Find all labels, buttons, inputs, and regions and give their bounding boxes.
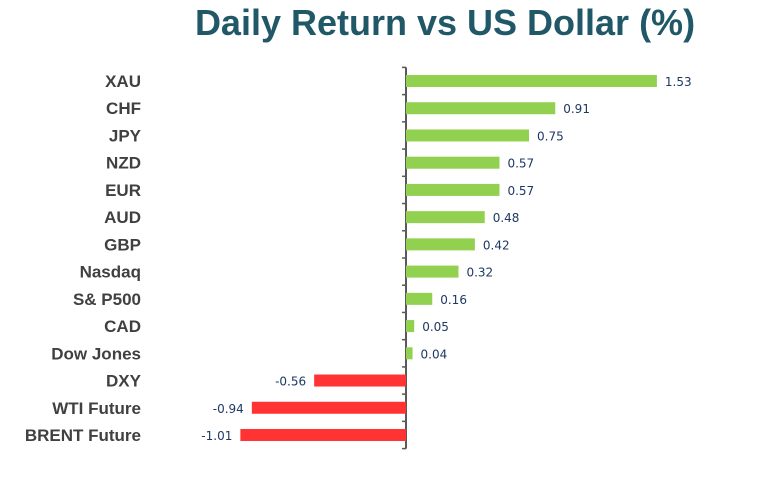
category-label: S& P500 [73,290,141,309]
data-label: -0.56 [275,375,306,389]
data-label: 0.32 [466,266,493,280]
category-label: NZD [106,154,141,173]
category-label: EUR [105,181,141,200]
category-label: JPY [109,126,142,145]
label-layer: XAU 1.53 CHF 0.91 JPY 0.75 NZD 0.57 EUR 0.57 AUD 0.… [25,72,692,445]
bar [240,428,406,441]
data-label: 0.57 [507,157,534,171]
category-label: GBP [104,235,141,254]
bar [406,183,500,196]
data-label: 0.75 [537,129,564,143]
category-label: Nasdaq [80,263,141,282]
bar [406,265,459,278]
data-label: -1.01 [201,429,232,443]
data-label: 0.16 [440,293,467,307]
bar [406,156,500,169]
category-label: CHF [106,99,141,118]
chart-title: Daily Return vs US Dollar (%) [194,2,696,43]
data-label: 0.48 [493,211,520,225]
bar [406,347,413,360]
category-label: Dow Jones [51,344,141,363]
bar [406,75,657,87]
bar [406,102,556,115]
category-label: WTI Future [52,399,141,418]
bar [406,211,485,224]
category-label: AUD [104,208,141,227]
bar [406,129,529,142]
bar [406,292,433,305]
category-label: CAD [104,317,141,336]
category-label: XAU [105,72,141,91]
bar [314,374,406,387]
data-label: 0.91 [563,102,590,116]
bar [406,238,475,251]
axis-layer [402,66,407,450]
data-label: 0.57 [507,184,534,198]
data-label: -0.94 [213,402,244,416]
data-label: 0.04 [421,347,448,361]
data-label: 0.05 [422,320,449,334]
data-label: 1.53 [665,75,692,89]
category-label: BRENT Future [25,426,141,445]
data-label: 0.42 [483,238,510,252]
bar [406,320,415,333]
bar-layer [240,75,657,441]
category-label: DXY [106,372,142,391]
bar [251,401,406,414]
